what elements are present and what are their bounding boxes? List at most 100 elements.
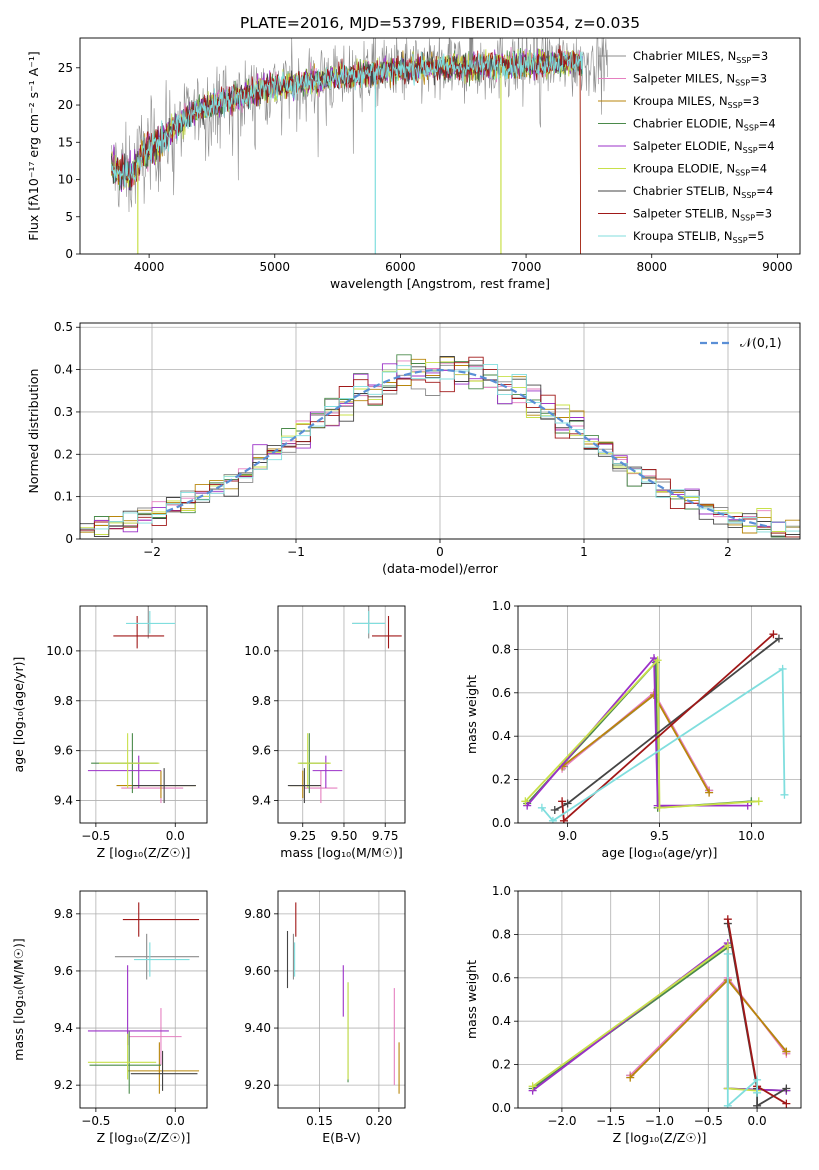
x-axis-label: mass [log₁₀(M/M☉)] [280,845,402,860]
legend-entry: Salpeter STELIB, NSSP=3 [633,207,772,223]
x-tick-label: 0.0 [748,1114,767,1128]
weight-marker [743,801,752,810]
x-tick-label: 0.0 [166,829,185,843]
y-tick-label: 9.4 [54,794,73,808]
x-tick-label: 8000 [636,260,667,274]
weight-marker [778,664,787,673]
x-tick-label: 5000 [259,260,290,274]
weight-marker [559,816,568,823]
legend-entry: 𝒩(0,1) [740,335,782,350]
x-tick-label: 0.15 [306,1114,333,1128]
weight-line-8 [541,667,786,822]
spectrum-line-0 [111,38,608,213]
legend-entry: Chabrier MILES, NSSP=3 [633,49,768,65]
y-tick-label: 0.4 [492,729,511,743]
x-tick-label: −2 [143,545,161,559]
y-tick-label: 0.1 [54,490,73,504]
y-tick-label: 9.8 [252,694,271,708]
axes-frame [517,890,802,1109]
y-tick-label: 9.6 [252,744,271,758]
y-tick-label: 1.0 [492,884,511,898]
residuals-legend: 𝒩(0,1) [700,335,782,350]
y-tick-label: 9.80 [244,907,271,921]
weight-marker [774,634,783,643]
x-tick-label: −2.0 [547,1114,576,1128]
weight-marker [523,801,532,810]
y-tick-label: 0.8 [492,927,511,941]
y-tick-label: 0.0 [492,816,511,830]
plot-area [287,606,402,804]
y-tick-label: 9.2 [54,1078,73,1092]
weight-marker [723,1101,732,1108]
axes-frame [517,605,802,824]
x-axis-label: wavelength [Angstrom, rest frame] [330,276,550,291]
panel-age_vs_mass: 9.25 9.50 9.75 9.4 9.6 9.8 10.0 mass [log₁₀(M/M… [244,605,406,860]
x-tick-label: 6000 [385,260,416,274]
y-tick-label: 9.40 [244,1021,271,1035]
y-tick-label: 0 [65,532,73,546]
plot-area [87,606,196,804]
y-tick-label: 5 [65,210,73,224]
x-axis-label: (data-model)/error [382,561,499,576]
legend-entry: Salpeter ELODIE, NSSP=4 [633,139,775,155]
y-axis-label: mass weight [464,960,479,1039]
y-tick-label: 0.4 [492,1014,511,1028]
weight-marker [753,1101,762,1108]
x-tick-label: 9.50 [331,829,358,843]
plot-area [528,915,791,1108]
x-axis-label: Z [log₁₀(Z/Z☉)] [97,845,191,860]
spectrum-line-8 [111,49,583,188]
weight-marker [723,915,732,924]
x-tick-label: 0 [436,545,444,559]
weight-marker [550,805,559,814]
panel-mass_vs_ebv: 0.15 0.20 9.20 9.40 9.60 9.80 E(B-V) [244,890,406,1145]
y-tick-label: 10.0 [244,644,271,658]
y-tick-label: 15 [58,135,73,149]
histogram-7 [80,356,800,538]
y-tick-label: 9.6 [54,744,73,758]
plot-area [521,630,789,823]
y-axis-label: Flux [fλ10⁻¹⁷ erg cm⁻² s⁻¹ A⁻¹] [26,51,41,240]
weight-marker [782,1047,791,1056]
legend-entry: Salpeter MILES, NSSP=3 [633,72,767,88]
y-tick-label: 0.2 [54,447,73,461]
y-tick-label: 25 [58,61,73,75]
panel-mass_vs_Z: −0.5 0.0 9.2 9.4 9.6 9.8 Z [log₁₀(Z/Z☉)] mass [… [11,890,208,1145]
y-tick-label: 20 [58,98,73,112]
x-tick-label: −0.5 [81,829,110,843]
panel-weight_vs_age: 9.0 9.5 10.0 0.0 0.2 0.4 0.6 0.8 1.0 age [log₁₀(a… [464,599,802,860]
y-axis-label: mass weight [464,675,479,754]
y-tick-label: 10 [58,173,73,187]
weight-line-8 [726,953,758,1108]
x-tick-label: 2 [724,545,732,559]
weight-marker [653,656,662,665]
axes-frame [79,890,208,1109]
axes-frame [277,890,406,1109]
panel-residuals: −2 −1 0 1 2 0 0.1 0.2 0.3 0.4 0.5 (data-model)/erro… [26,320,801,576]
x-tick-label: −0.5 [694,1114,723,1128]
weight-marker [782,1084,791,1093]
x-axis-label: Z [log₁₀(Z/Z☉)] [613,1130,707,1145]
x-axis-label: Z [log₁₀(Z/Z☉)] [97,1130,191,1145]
y-tick-label: 0.6 [492,971,511,985]
plot-area [80,354,800,538]
x-tick-label: −0.5 [81,1114,110,1128]
y-tick-label: 0.0 [492,1101,511,1115]
y-tick-label: 9.60 [244,964,271,978]
panel-age_vs_Z: −0.5 0.0 9.4 9.6 9.8 10.0 Z [log₁₀(Z/Z☉)] age [… [11,605,208,860]
y-tick-label: 10.0 [46,644,73,658]
x-tick-label: 4000 [134,260,165,274]
x-tick-label: −1 [287,545,305,559]
weight-marker [753,1075,762,1084]
weight-marker [626,1073,635,1082]
weight-marker [655,803,664,812]
spectrum-line-7 [111,45,581,254]
x-tick-label: 9.25 [289,829,316,843]
x-tick-label: 0.20 [366,1114,393,1128]
legend-entry: Chabrier ELODIE, NSSP=4 [633,117,776,133]
y-tick-label: 9.4 [252,794,271,808]
y-tick-label: 0.2 [492,773,511,787]
y-axis-label: age [log₁₀(age/yr)] [11,657,26,773]
y-tick-label: 0.2 [492,1058,511,1072]
